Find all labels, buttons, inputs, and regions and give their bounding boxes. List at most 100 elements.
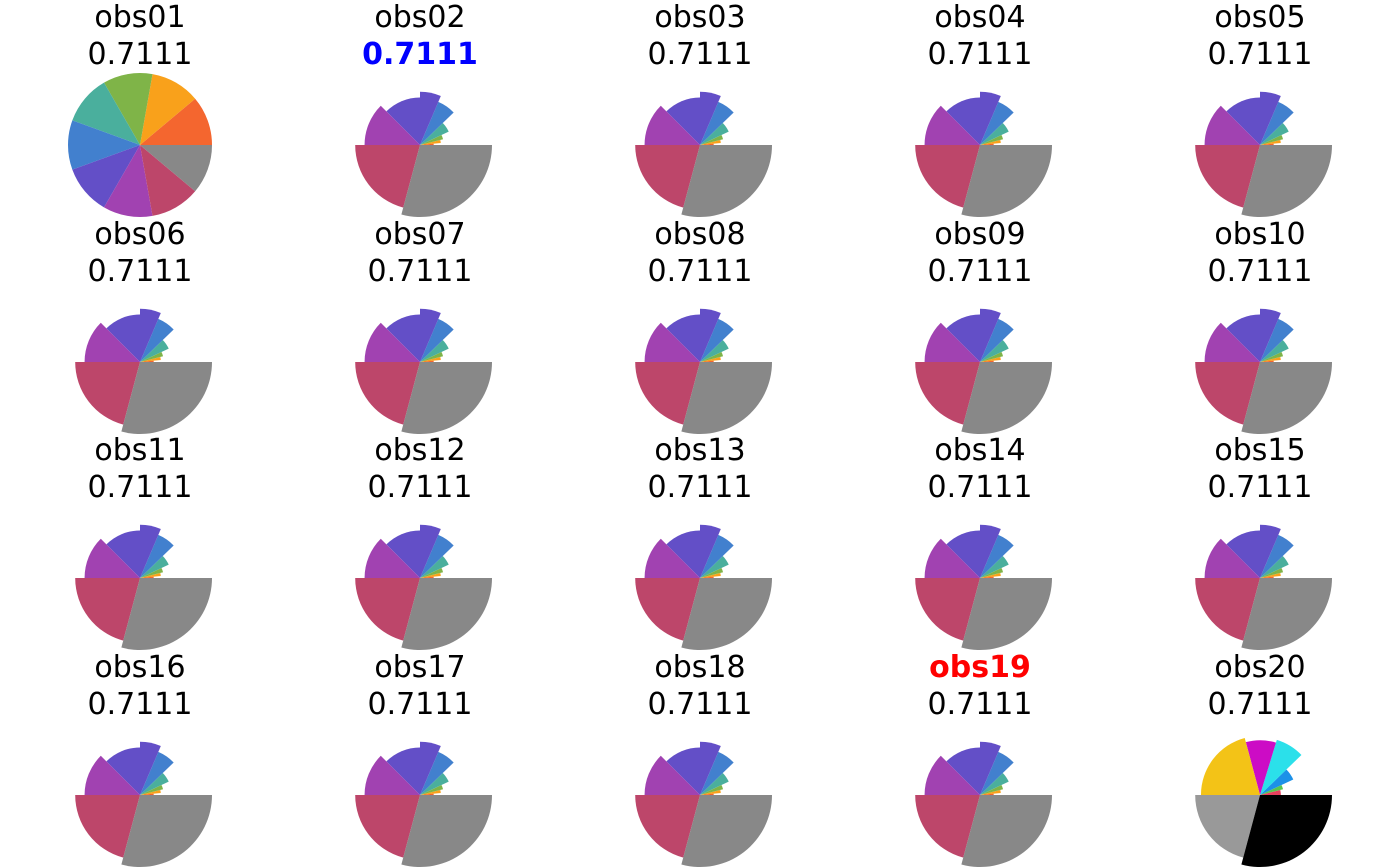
panel-title: obs11 (94, 433, 186, 468)
pie-chart (1195, 308, 1332, 435)
pie-slice (700, 524, 721, 578)
pie-slice (924, 755, 980, 795)
pie-slice (140, 751, 174, 795)
pie-slice (106, 530, 140, 578)
pie-slice (644, 105, 700, 145)
pie-slice (700, 360, 714, 362)
panel-title: obs18 (654, 650, 746, 685)
pie-slice (635, 145, 700, 208)
pie-slice (84, 322, 140, 362)
pie-slice (364, 322, 420, 362)
pie-slice (980, 793, 994, 795)
pie-slice (420, 741, 441, 795)
pie-slice (355, 795, 420, 858)
pie-slice (1260, 784, 1284, 795)
pie-slice (1260, 139, 1281, 145)
pie-slice (72, 145, 140, 208)
pie-slice (140, 356, 161, 362)
pie-slice (140, 772, 169, 795)
pie-chart (635, 524, 772, 651)
pie-slice (1200, 737, 1260, 795)
panel-title: obs14 (934, 433, 1026, 468)
pie-slice (1260, 769, 1294, 795)
pie-panel-obs04: obs04 0.7111 (840, 0, 1120, 218)
pie-slice (700, 351, 724, 362)
pie-slice (700, 143, 714, 145)
pie-slice (140, 555, 169, 578)
pie-slice (1241, 362, 1332, 435)
pie-slice (1260, 339, 1289, 362)
pie-slice (1260, 143, 1274, 145)
pie-slice (67, 120, 140, 170)
pie-slice (420, 360, 434, 362)
panel-title: obs17 (374, 650, 466, 685)
pie-slice (1260, 318, 1294, 362)
pie-chart (75, 741, 212, 867)
pie-slice (75, 362, 140, 425)
panel-score: 0.7111 (367, 470, 473, 505)
pie-panel-obs01: obs01 0.7111 (0, 0, 280, 218)
pie-slice (401, 795, 492, 867)
pie-slice (420, 318, 454, 362)
pie-slice (961, 145, 1052, 218)
pie-slice (700, 308, 721, 362)
pie-slice (1260, 101, 1294, 145)
pie-slice (121, 578, 212, 651)
pie-slice (961, 578, 1052, 651)
pie-panel-obs13: obs13 0.7111 (560, 433, 840, 651)
pie-slice (700, 741, 721, 795)
panel-score: 0.7111 (1207, 254, 1313, 289)
pie-panel-obs08: obs08 0.7111 (560, 217, 840, 435)
panel-title: obs03 (654, 0, 746, 35)
pie-slice (980, 139, 1001, 145)
pie-slice (980, 318, 1014, 362)
panel-score: 0.7111 (927, 470, 1033, 505)
pie-chart (1195, 737, 1332, 867)
panel-score: 0.7111 (927, 687, 1033, 722)
pie-slice (924, 322, 980, 362)
pie-panel-obs10: obs10 0.7111 (1120, 217, 1400, 435)
pie-slice (1260, 308, 1281, 362)
pie-slice (84, 538, 140, 578)
panel-title: obs10 (1214, 217, 1306, 252)
pie-slice (1260, 534, 1294, 578)
panel-title: obs07 (374, 217, 466, 252)
pie-chart (355, 524, 492, 651)
pie-slice (420, 572, 441, 578)
pie-slice (140, 74, 196, 145)
panel-score: 0.7111 (1207, 470, 1313, 505)
panel-score: 0.7111 (87, 37, 193, 72)
pie-slice (1204, 322, 1260, 362)
pie-chart (635, 741, 772, 867)
pie-slice (1226, 97, 1260, 145)
pie-slice (364, 105, 420, 145)
pie-slice (364, 755, 420, 795)
pie-slice (700, 576, 714, 578)
pie-slice (666, 747, 700, 795)
panel-score: 0.7111 (87, 687, 193, 722)
pie-slice (635, 795, 700, 858)
pie-slice (106, 314, 140, 362)
pie-panel-obs09: obs09 0.7111 (840, 217, 1120, 435)
pie-chart (1195, 91, 1332, 218)
pie-slice (666, 314, 700, 362)
panel-score: 0.7111 (647, 470, 753, 505)
pie-slice (72, 82, 140, 145)
pie-slice (681, 145, 772, 218)
pie-slice (980, 356, 1001, 362)
panel-score: 0.7111 (927, 37, 1033, 72)
pie-slice (140, 741, 161, 795)
pie-slice (700, 122, 729, 145)
pie-slice (1241, 145, 1332, 218)
pie-panel-obs03: obs03 0.7111 (560, 0, 840, 218)
pie-panel-obs20: obs20 0.7111 (1120, 650, 1400, 867)
pie-slice (700, 793, 714, 795)
pie-slice (700, 139, 721, 145)
panel-score: 0.7111 (367, 687, 473, 722)
pie-slice (700, 534, 734, 578)
pie-slice (980, 351, 1004, 362)
pie-slice (1260, 134, 1284, 145)
panel-title: obs06 (94, 217, 186, 252)
pie-panel-obs18: obs18 0.7111 (560, 650, 840, 867)
pie-slice (980, 567, 1004, 578)
